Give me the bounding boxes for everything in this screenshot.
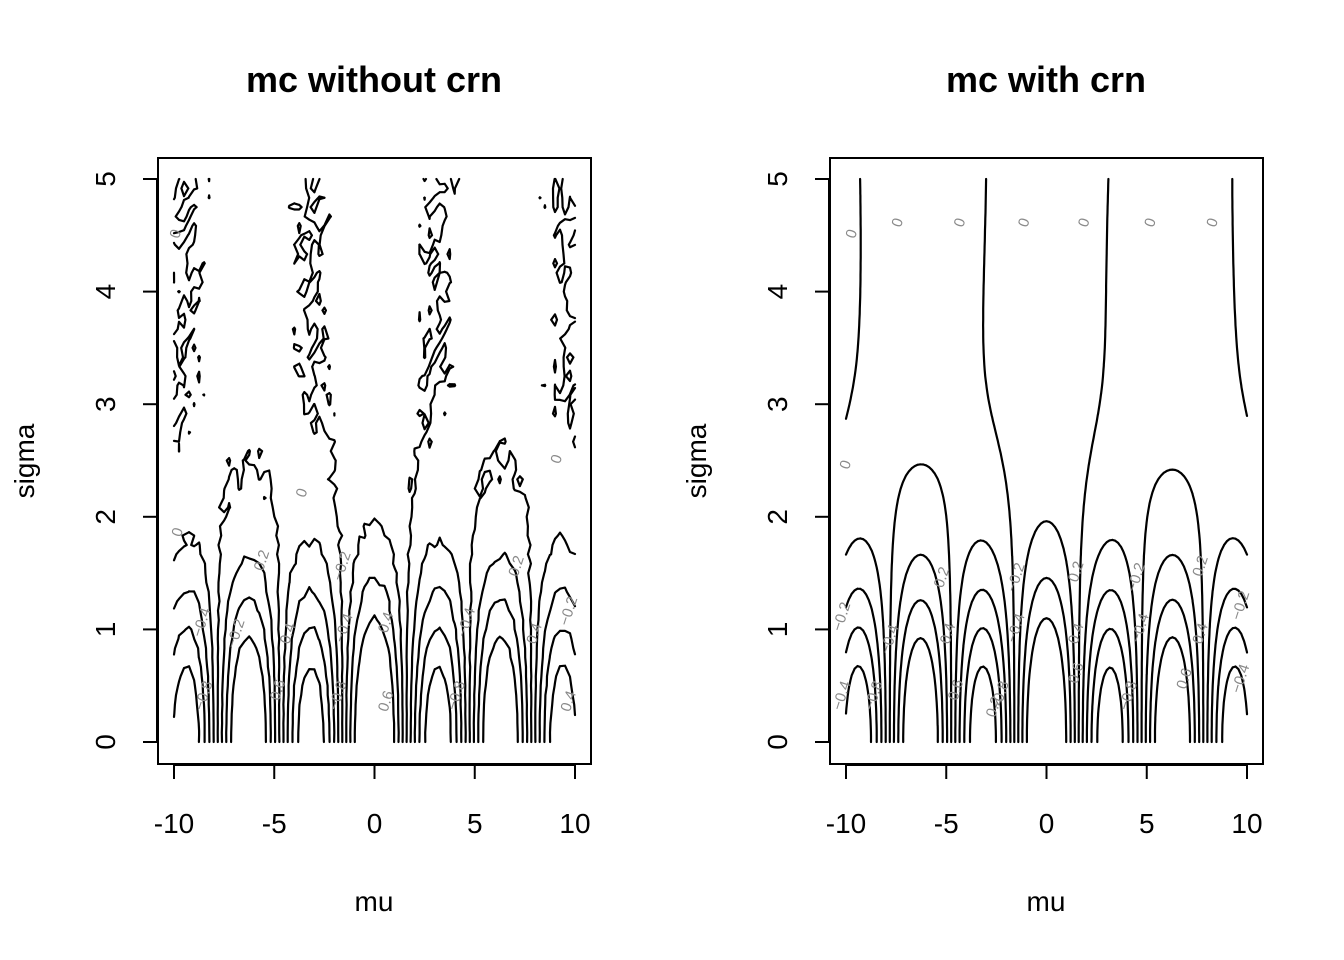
- contour-level-0_2: [220, 517, 529, 744]
- contour-label: 0.4: [375, 610, 398, 635]
- contour-label: 0.4: [557, 689, 580, 714]
- y-tick-label: 0: [90, 734, 121, 750]
- contour-level-neg0_2: [844, 537, 1249, 744]
- y-tick-label: 3: [90, 396, 121, 412]
- x-tick-label: 0: [1039, 808, 1055, 839]
- x-tick-label: -5: [934, 808, 959, 839]
- contour-label: 0.2: [1065, 559, 1088, 584]
- contour-level-0: [172, 177, 577, 744]
- contour-level-0_6: [902, 617, 1192, 744]
- contour-label: −0.2: [556, 594, 581, 627]
- x-axis-title: mu: [1027, 886, 1066, 917]
- contour-label: 0: [951, 216, 970, 229]
- contour-label: −0.8: [861, 679, 886, 712]
- contour-label: 0.2: [251, 548, 274, 573]
- chart-panel-right: mc with crn 00 0 0 0 0 00−0.2−0.4 −0.8−0.40.20…: [681, 59, 1264, 917]
- contour-label: −0.4: [877, 623, 902, 656]
- contour-label: −0.2: [1228, 589, 1253, 622]
- contour-level-neg0_8: [844, 665, 1249, 744]
- contour-label: 0: [293, 486, 312, 499]
- contour-label: 0: [888, 216, 907, 229]
- contour-level-neg0_2: [172, 531, 577, 744]
- contour-label: 0.6: [267, 677, 290, 702]
- contour-label: 0.2: [505, 554, 528, 579]
- contour-level-neg0_8: [172, 664, 577, 744]
- contour-label: 0.4: [1065, 621, 1088, 646]
- contour-label: 0.4: [277, 621, 300, 646]
- contour-label: 0: [836, 458, 855, 471]
- y-tick-label: 1: [90, 622, 121, 638]
- x-tick-label: 10: [559, 808, 590, 839]
- y-axis: 0 1 2 3 4 5: [90, 171, 158, 750]
- y-tick-label: 1: [762, 622, 793, 638]
- x-tick-label: -10: [826, 808, 866, 839]
- contour-level-neg0_4: [844, 587, 1249, 744]
- y-tick-label: 4: [90, 284, 121, 300]
- x-tick-label: -10: [154, 808, 194, 839]
- contour-label: 0: [547, 453, 566, 466]
- x-tick-label: 0: [367, 808, 383, 839]
- contour-label: 0.4: [523, 621, 546, 646]
- contour-label: 0: [842, 227, 861, 240]
- contour-label: 0: [1141, 216, 1160, 229]
- contour-label: −0.4: [454, 606, 479, 639]
- y-tick-label: 5: [90, 171, 121, 187]
- contour-label: 0.6: [1173, 666, 1196, 691]
- contour-level-0: [844, 177, 1249, 744]
- y-tick-label: 4: [762, 284, 793, 300]
- y-tick-label: 2: [90, 509, 121, 525]
- y-axis-title: sigma: [9, 423, 40, 498]
- x-axis-title: mu: [355, 886, 394, 917]
- contour-label: −0.2: [223, 617, 248, 650]
- y-axis: 0 1 2 3 4 5: [762, 171, 830, 750]
- contour-level-0_2: [892, 520, 1201, 744]
- chart-title: mc without crn: [246, 59, 502, 100]
- contour-label: 0.6: [1065, 660, 1088, 685]
- contour-label: 0.2: [1189, 554, 1212, 579]
- contour-label: −0.4: [1003, 611, 1028, 644]
- contour-level-0_4: [225, 576, 524, 744]
- x-tick-label: 5: [1139, 808, 1155, 839]
- contour-lines: [844, 177, 1249, 744]
- y-axis-title: sigma: [681, 423, 712, 498]
- contour-label: 0: [166, 227, 185, 240]
- contour-label: 0.6: [375, 689, 398, 714]
- contour-label: −0.2: [329, 549, 354, 582]
- contour-labels: 0 0 0 0 0 0 0 0 −0.2 −0.4 −0.8 −0.4 0.2 0.4 0.6 −0.2 −0.…: [829, 216, 1253, 719]
- x-axis: -10 -5 0 5 10: [826, 764, 1263, 839]
- contour-level-0_4: [897, 576, 1196, 744]
- contour-level-0_6: [230, 614, 519, 744]
- contour-label: 0.6: [945, 677, 968, 702]
- contour-level-neg0_6: [844, 626, 1249, 744]
- x-tick-label: 5: [467, 808, 483, 839]
- x-axis: -10 -5 0 5 10: [154, 764, 591, 839]
- contour-label: 0.4: [1189, 621, 1212, 646]
- contour-label: 0.2: [983, 694, 1006, 719]
- y-tick-label: 5: [762, 171, 793, 187]
- x-tick-label: -5: [262, 808, 287, 839]
- chart-title: mc with crn: [946, 59, 1146, 100]
- contour-label: 0: [1075, 216, 1094, 229]
- contour-label: 0: [1015, 216, 1034, 229]
- contour-label: 0: [1203, 216, 1222, 229]
- y-tick-label: 3: [762, 396, 793, 412]
- contour-level-neg0_6: [172, 625, 577, 744]
- contour-level-neg0_4: [172, 585, 577, 744]
- contour-label: −0.2: [829, 600, 854, 633]
- contour-labels: 0−0.4−0.8−0.20.20.40.6−0.2−0.4−0.80.40.6…: [166, 227, 581, 713]
- contour-label: 0: [168, 526, 187, 539]
- y-tick-label: 0: [762, 734, 793, 750]
- contour-label: −0.4: [829, 679, 854, 712]
- contour-label: −0.2: [1003, 561, 1028, 594]
- contour-label: 0.2: [931, 565, 954, 590]
- contour-lines: [172, 177, 577, 744]
- x-tick-label: 10: [1231, 808, 1262, 839]
- y-tick-label: 2: [762, 509, 793, 525]
- chart-panel-left: mc without crn 0−0.4−0.8−0.20.20.40.6−0.…: [9, 59, 592, 917]
- contour-label: 0.4: [937, 621, 960, 646]
